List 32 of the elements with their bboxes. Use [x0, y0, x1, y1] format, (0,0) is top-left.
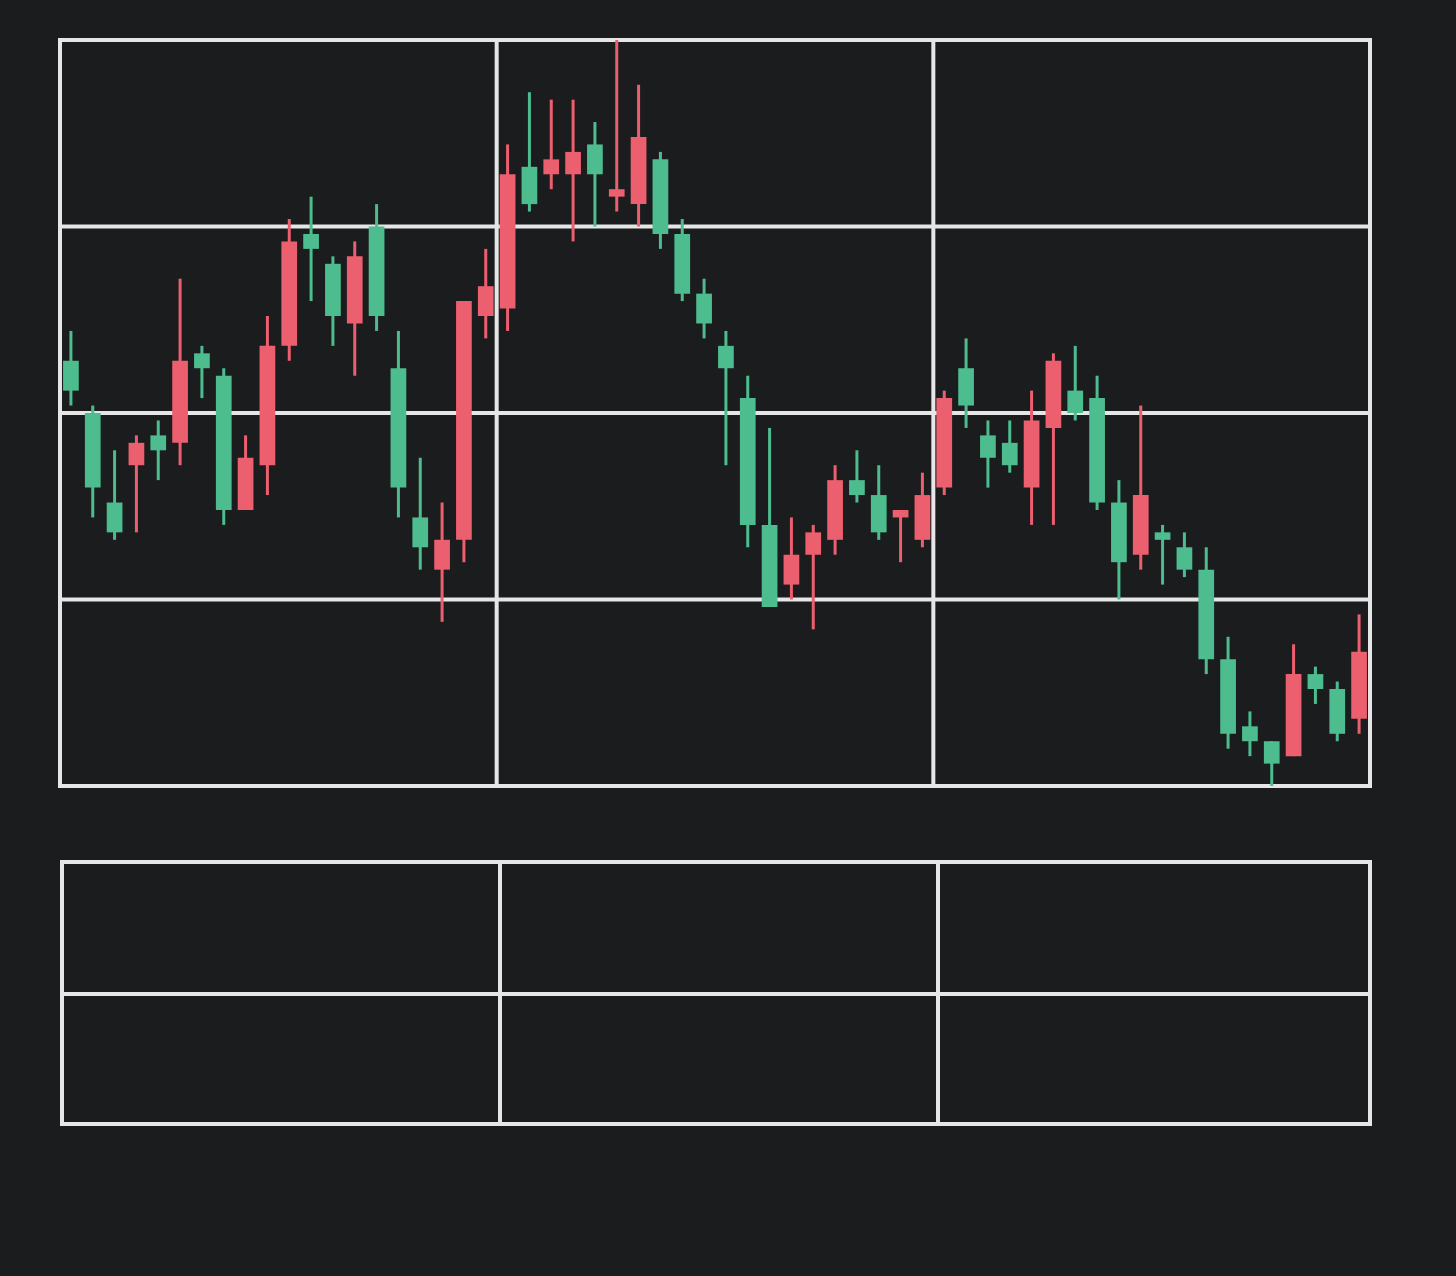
candlestick	[1329, 680, 1346, 743]
candlestick	[696, 277, 712, 340]
candlestick	[1263, 739, 1280, 788]
candlestick	[608, 38, 625, 214]
candlestick	[1001, 418, 1018, 475]
candlestick	[783, 515, 800, 601]
candlestick	[412, 456, 429, 572]
candlestick	[521, 90, 538, 214]
candlestick	[150, 418, 167, 482]
candlestick	[1067, 344, 1084, 422]
candlestick	[434, 501, 450, 624]
candlestick	[128, 433, 145, 534]
candlestick	[194, 344, 210, 400]
candlestick	[1242, 709, 1258, 758]
candlestick	[870, 463, 887, 542]
candlestick	[1176, 530, 1193, 579]
candlestick	[303, 195, 319, 303]
candlestick	[892, 508, 909, 564]
candlestick	[718, 329, 734, 467]
candlestick	[63, 329, 79, 408]
candlestick	[958, 336, 974, 430]
candlestick	[1154, 523, 1171, 587]
candlestick	[543, 98, 560, 191]
candlestick	[477, 247, 494, 340]
candlestick	[914, 471, 931, 549]
candlestick	[980, 418, 996, 490]
candlestick	[587, 120, 603, 228]
candlestick	[849, 448, 865, 505]
candlestick	[805, 523, 822, 631]
candlestick	[565, 98, 581, 243]
candlestick	[1307, 665, 1324, 706]
candlestick	[106, 448, 123, 542]
